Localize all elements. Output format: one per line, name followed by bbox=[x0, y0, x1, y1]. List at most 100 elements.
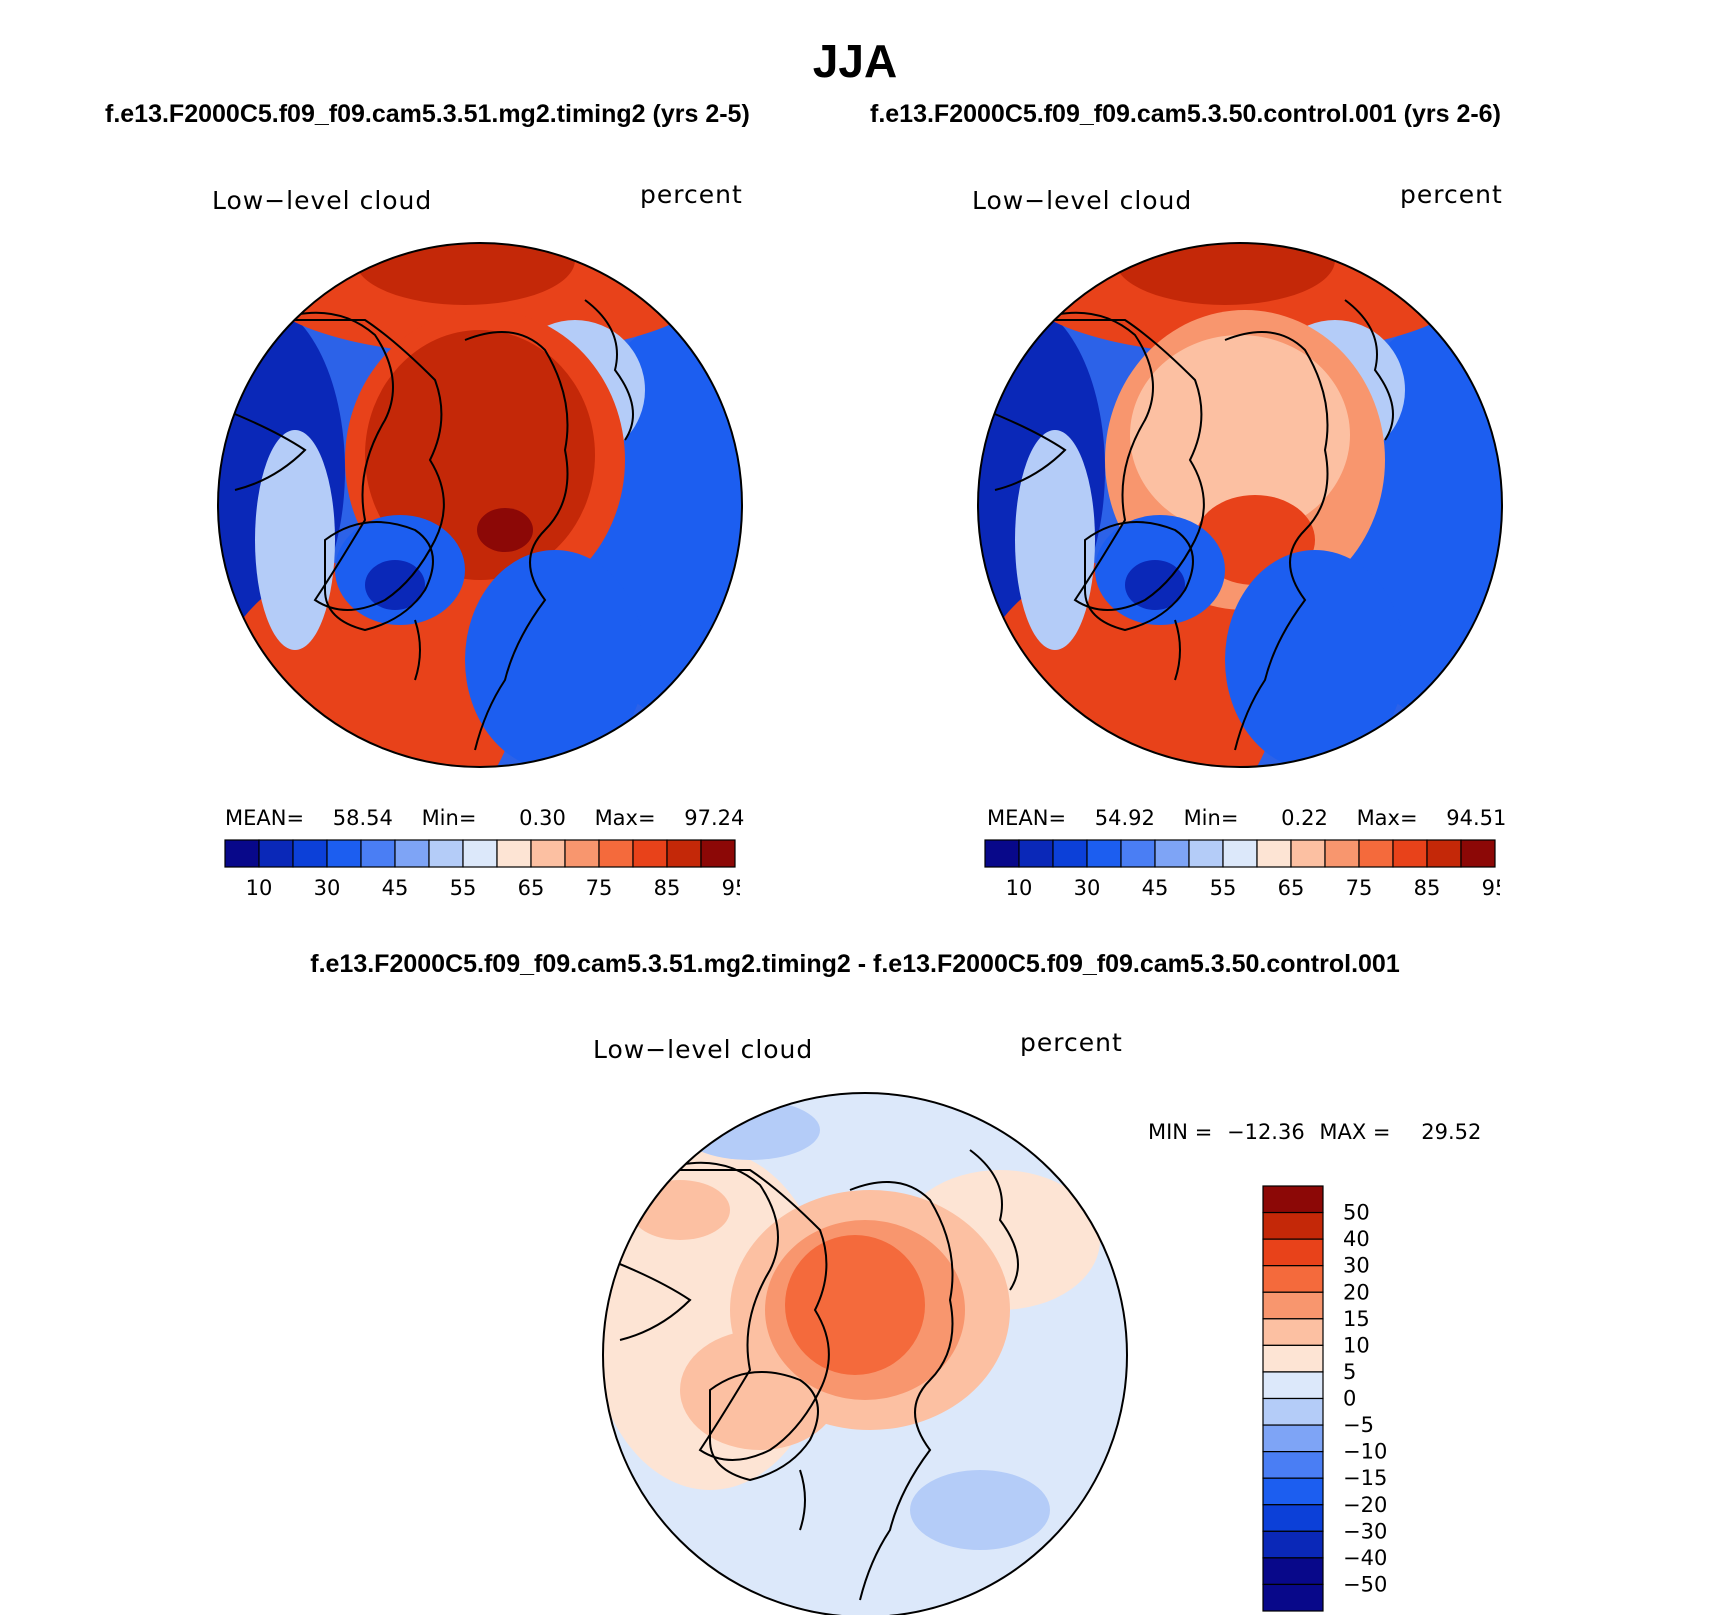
colorbar-swatch bbox=[1262, 1185, 1324, 1214]
colorbar-swatch bbox=[224, 839, 260, 868]
colorbar-swatch bbox=[292, 839, 328, 868]
colorbar-tick-label: 55 bbox=[1210, 876, 1237, 900]
colorbar-tick-label: 10 bbox=[1006, 876, 1033, 900]
colorbar-swatch bbox=[1154, 839, 1190, 868]
colorbar-tick-label: 50 bbox=[1343, 1201, 1370, 1225]
colorbar-swatch bbox=[1262, 1477, 1324, 1506]
colorbar-tick-label: 65 bbox=[518, 876, 545, 900]
colorbar-swatch bbox=[1222, 839, 1258, 868]
test-mean-value: 58.54 bbox=[332, 806, 393, 830]
colorbar-swatch bbox=[462, 839, 498, 868]
colorbar-tick-label: 75 bbox=[1346, 876, 1373, 900]
test-stats: MEAN= 58.54 Min= 0.30 Max= 97.24 bbox=[225, 806, 744, 830]
colorbar-tick-label: 85 bbox=[654, 876, 681, 900]
test-variable-label: Low−level cloud bbox=[212, 186, 433, 215]
control-max-value: 94.51 bbox=[1446, 806, 1507, 830]
diff-max-label: MAX = bbox=[1319, 1120, 1391, 1144]
colorbar-tick-label: 65 bbox=[1278, 876, 1305, 900]
colorbar-tick-label: −15 bbox=[1343, 1466, 1387, 1490]
colorbar-swatch bbox=[1290, 839, 1326, 868]
diff-variable-label: Low−level cloud bbox=[593, 1035, 814, 1064]
difference-title: f.e13.F2000C5.f09_f09.cam5.3.51.mg2.timi… bbox=[310, 950, 1400, 978]
colorbar-swatch bbox=[1262, 1504, 1324, 1532]
control-max-label: Max= bbox=[1356, 806, 1418, 830]
difference-polar-map bbox=[602, 1092, 1128, 1615]
control-min-label: Min= bbox=[1183, 806, 1239, 830]
colorbar-swatch bbox=[1262, 1291, 1324, 1320]
colorbar-tick-label: 40 bbox=[1343, 1227, 1370, 1251]
colorbar-tick-label: −30 bbox=[1343, 1519, 1387, 1543]
colorbar-swatch bbox=[1120, 839, 1156, 868]
colorbar-swatch bbox=[1426, 839, 1462, 868]
colorbar-swatch bbox=[1262, 1557, 1324, 1586]
colorbar-swatch bbox=[428, 839, 464, 868]
colorbar-swatch bbox=[1324, 839, 1360, 868]
colorbar-tick-label: 95 bbox=[722, 876, 740, 900]
colorbar-tick-label: 15 bbox=[1343, 1307, 1370, 1331]
colorbar-swatch bbox=[326, 839, 362, 868]
colorbar-tick-label: 45 bbox=[1142, 876, 1169, 900]
colorbar-swatch bbox=[1392, 839, 1428, 868]
test-mean-label: MEAN= bbox=[225, 806, 305, 830]
colorbar-tick-label: 45 bbox=[382, 876, 409, 900]
colorbar-swatch bbox=[258, 839, 294, 868]
colorbar-tick-label: 0 bbox=[1343, 1387, 1356, 1411]
control-stats: MEAN= 54.92 Min= 0.22 Max= 94.51 bbox=[987, 806, 1506, 830]
colorbar-swatch bbox=[1262, 1211, 1324, 1240]
colorbar-swatch bbox=[360, 839, 396, 868]
test-min-value: 0.30 bbox=[519, 806, 566, 830]
colorbar-tick-label: 75 bbox=[586, 876, 613, 900]
control-colorbar: 10 30 45 55 65 75 85 95 bbox=[984, 839, 1500, 900]
colorbar-tick-label: −40 bbox=[1343, 1546, 1387, 1570]
colorbar-swatch bbox=[1262, 1238, 1324, 1267]
colorbar-swatch bbox=[666, 839, 702, 868]
test-polar-map bbox=[217, 242, 743, 768]
test-max-label: Max= bbox=[594, 806, 656, 830]
colorbar-swatch bbox=[984, 839, 1020, 868]
colorbar-tick-label: 10 bbox=[1343, 1333, 1370, 1357]
colorbar-swatch bbox=[598, 839, 634, 868]
test-colorbar: 10 30 45 55 65 75 85 95 bbox=[224, 839, 740, 900]
colorbar-swatch bbox=[394, 839, 430, 868]
colorbar-swatch bbox=[564, 839, 600, 868]
diff-min-label: MIN = bbox=[1148, 1120, 1213, 1144]
colorbar-swatch bbox=[1262, 1424, 1324, 1453]
colorbar-swatch bbox=[1262, 1371, 1324, 1400]
figure-title: JJA bbox=[812, 35, 898, 87]
colorbar-swatch bbox=[700, 839, 736, 868]
colorbar-swatch bbox=[1262, 1265, 1324, 1293]
control-min-value: 0.22 bbox=[1281, 806, 1328, 830]
control-case-title: f.e13.F2000C5.f09_f09.cam5.3.50.control.… bbox=[870, 100, 1501, 128]
colorbar-tick-label: 95 bbox=[1482, 876, 1500, 900]
colorbar-swatch bbox=[1262, 1451, 1324, 1479]
colorbar-tick-label: −10 bbox=[1343, 1440, 1387, 1464]
colorbar-swatch bbox=[496, 839, 532, 868]
colorbar-swatch bbox=[1262, 1530, 1324, 1559]
colorbar-swatch bbox=[1358, 839, 1394, 868]
colorbar-tick-label: −5 bbox=[1343, 1413, 1374, 1437]
colorbar-tick-label: 85 bbox=[1414, 876, 1441, 900]
colorbar-tick-label: −20 bbox=[1343, 1493, 1387, 1517]
test-min-label: Min= bbox=[421, 806, 477, 830]
colorbar-tick-label: 5 bbox=[1343, 1360, 1356, 1384]
colorbar-tick-label: 30 bbox=[1074, 876, 1101, 900]
colorbar-swatch bbox=[1262, 1318, 1324, 1346]
colorbar-swatch bbox=[632, 839, 668, 868]
test-max-value: 97.24 bbox=[684, 806, 745, 830]
control-variable-label: Low−level cloud bbox=[972, 186, 1193, 215]
colorbar-tick-label: 30 bbox=[1343, 1254, 1370, 1278]
colorbar-swatch bbox=[1460, 839, 1496, 868]
colorbar-tick-label: 30 bbox=[314, 876, 341, 900]
colorbar-swatch bbox=[1262, 1344, 1324, 1373]
colorbar-tick-label: 10 bbox=[246, 876, 273, 900]
colorbar-swatch bbox=[1052, 839, 1088, 868]
test-units-label: percent bbox=[640, 180, 743, 209]
test-case-title: f.e13.F2000C5.f09_f09.cam5.3.51.mg2.timi… bbox=[105, 100, 750, 128]
colorbar-swatch bbox=[1262, 1397, 1324, 1426]
diff-units-label: percent bbox=[1020, 1028, 1123, 1057]
colorbar-tick-label: 20 bbox=[1343, 1280, 1370, 1304]
control-polar-map bbox=[977, 242, 1503, 768]
control-mean-label: MEAN= bbox=[987, 806, 1067, 830]
diff-min-value: −12.36 bbox=[1226, 1120, 1305, 1144]
